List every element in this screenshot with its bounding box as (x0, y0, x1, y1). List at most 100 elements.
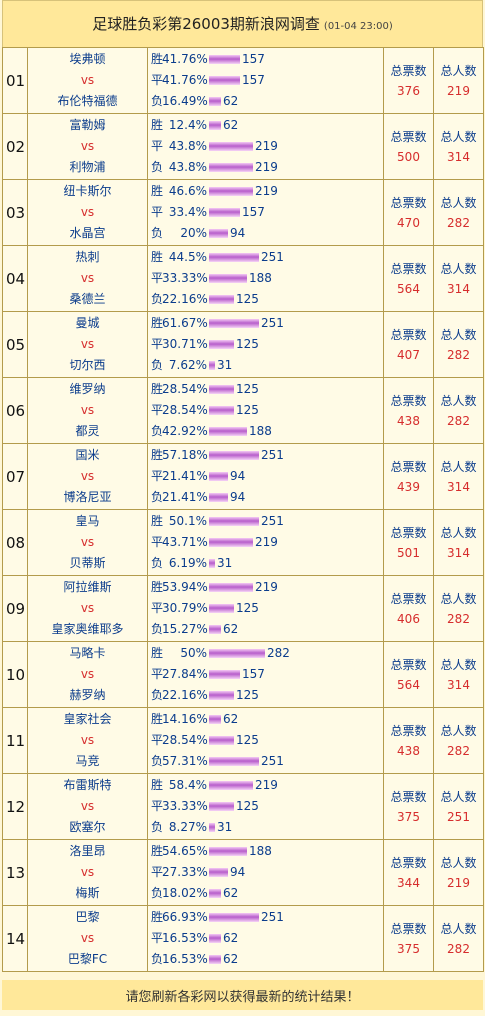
match-odds: 胜 14.16% 62 平 28.54% 125 负 57.31% 251 (147, 707, 384, 774)
total-people-value: 282 (447, 941, 470, 956)
odds-percent: 16.53% (162, 931, 208, 945)
odds-label: 负 (151, 886, 164, 900)
vote-bar (209, 715, 221, 724)
odds-loss: 负 57.31% 251 (151, 751, 383, 772)
odds-percent: 43.71% (162, 535, 208, 549)
home-team: 富勒姆 (69, 118, 106, 132)
vote-bar (209, 670, 240, 679)
odds-percent: 30.71% (162, 337, 208, 351)
away-team: 赫罗纳 (69, 688, 106, 702)
odds-percent: 41.76% (162, 52, 208, 66)
match-odds: 胜 12.4% 62 平 43.8% 219 负 43.8% 219 (147, 113, 384, 180)
odds-count: 62 (223, 952, 239, 966)
odds-draw: 平 33.33% 125 (151, 796, 383, 817)
odds-percent: 42.92% (162, 424, 208, 438)
odds-draw: 平 43.8% 219 (151, 136, 383, 157)
odds-win: 胜 57.18% 251 (151, 445, 383, 466)
odds-percent: 15.27% (162, 622, 208, 636)
total-votes-value: 407 (397, 347, 420, 362)
match-number: 13 (2, 839, 28, 906)
odds-percent: 33.33% (162, 799, 208, 813)
odds-label: 胜 (151, 844, 164, 858)
odds-percent: 22.16% (162, 292, 208, 306)
vote-bar (209, 781, 253, 790)
odds-label: 平 (151, 469, 164, 483)
odds-percent: 66.93% (162, 910, 208, 924)
odds-percent: 28.54% (162, 403, 208, 417)
total-votes-label: 总票数 (390, 459, 427, 474)
match-teams: 曼城 vs 切尔西 (27, 311, 148, 378)
odds-label: 平 (151, 139, 164, 153)
vs-label: vs (80, 139, 95, 153)
total-people-value: 282 (447, 413, 470, 428)
vote-bar (209, 187, 253, 196)
odds-loss: 负 18.02% 62 (151, 883, 383, 904)
vote-bar (209, 121, 221, 130)
vote-bar (209, 691, 234, 700)
total-votes-cell: 总票数 438 (383, 377, 434, 444)
home-team: 阿拉维斯 (63, 580, 112, 594)
vote-bar (209, 802, 234, 811)
odds-label: 负 (151, 820, 164, 834)
odds-loss: 负 8.27% 31 (151, 817, 383, 838)
match-row: 05 曼城 vs 切尔西 胜 61.67% 251 平 30.71% 125 负 (2, 311, 484, 378)
home-team: 洛里昂 (69, 844, 106, 858)
total-people-label: 总人数 (440, 921, 477, 936)
odds-label: 负 (151, 226, 164, 240)
odds-win: 胜 28.54% 125 (151, 379, 383, 400)
odds-loss: 负 21.41% 94 (151, 487, 383, 508)
odds-count: 31 (217, 358, 233, 372)
match-teams: 布雷斯特 vs 欧塞尔 (27, 773, 148, 840)
vote-bar (209, 295, 234, 304)
vote-bar (209, 340, 234, 349)
vote-bar (209, 934, 221, 943)
page-title: 足球胜负彩第26003期新浪网调查 (01-04 23:00) (2, 0, 483, 47)
total-votes-cell: 总票数 375 (383, 905, 434, 972)
total-votes-label: 总票数 (390, 393, 427, 408)
odds-draw: 平 33.4% 157 (151, 202, 383, 223)
total-votes-cell: 总票数 439 (383, 443, 434, 510)
odds-percent: 30.79% (162, 601, 208, 615)
odds-win: 胜 46.6% 219 (151, 181, 383, 202)
odds-percent: 27.33% (162, 865, 208, 879)
odds-count: 157 (242, 205, 265, 219)
vote-bar (209, 319, 259, 328)
match-odds: 胜 50.1% 251 平 43.71% 219 负 6.19% 31 (147, 509, 384, 576)
odds-loss: 负 7.62% 31 (151, 355, 383, 376)
total-people-value: 314 (447, 149, 470, 164)
vote-bar (209, 538, 253, 547)
odds-percent: 43.8% (168, 160, 207, 174)
vs-label: vs (80, 733, 95, 747)
total-people-cell: 总人数 314 (433, 113, 484, 180)
odds-win: 胜 44.5% 251 (151, 247, 383, 268)
vs-label: vs (80, 601, 95, 615)
total-votes-label: 总票数 (390, 327, 427, 342)
match-number: 09 (2, 575, 28, 642)
total-votes-label: 总票数 (390, 921, 427, 936)
vote-bar (209, 847, 247, 856)
odds-count: 188 (249, 424, 272, 438)
total-votes-value: 344 (397, 875, 420, 890)
odds-label: 负 (151, 94, 164, 108)
odds-win: 胜 53.94% 219 (151, 577, 383, 598)
match-row: 12 布雷斯特 vs 欧塞尔 胜 58.4% 219 平 33.33% 125 (2, 773, 484, 840)
odds-count: 251 (261, 448, 284, 462)
total-people-label: 总人数 (440, 723, 477, 738)
vote-bar (209, 472, 228, 481)
odds-count: 125 (236, 292, 259, 306)
match-teams: 皇马 vs 贝蒂斯 (27, 509, 148, 576)
odds-percent: 28.54% (162, 733, 208, 747)
total-people-value: 251 (447, 809, 470, 824)
odds-count: 62 (223, 886, 239, 900)
away-team: 利物浦 (69, 160, 106, 174)
odds-draw: 平 27.33% 94 (151, 862, 383, 883)
total-votes-cell: 总票数 376 (383, 47, 434, 114)
vote-bar (209, 625, 221, 634)
match-row: 03 纽卡斯尔 vs 水晶宫 胜 46.6% 219 平 33.4% 157 负 (2, 179, 484, 246)
odds-label: 胜 (151, 118, 164, 132)
vs-label: vs (80, 337, 95, 351)
odds-count: 282 (267, 646, 290, 660)
footer-note: 请您刷新各彩网以获得最新的统计结果！ (2, 980, 483, 1010)
odds-label: 胜 (151, 712, 164, 726)
